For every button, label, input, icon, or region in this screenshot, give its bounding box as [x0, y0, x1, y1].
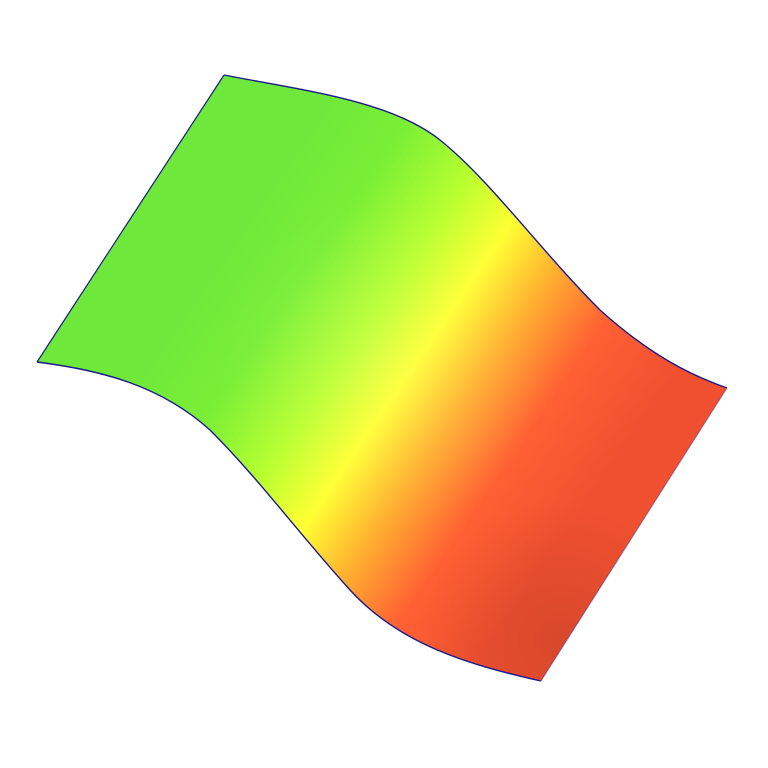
surface-highlight [37, 75, 727, 681]
surface-edge-right [540, 387, 728, 682]
surface-edge-bottom [36, 361, 542, 682]
surface-edge-top [223, 74, 728, 389]
surface-edge-left [36, 74, 225, 363]
